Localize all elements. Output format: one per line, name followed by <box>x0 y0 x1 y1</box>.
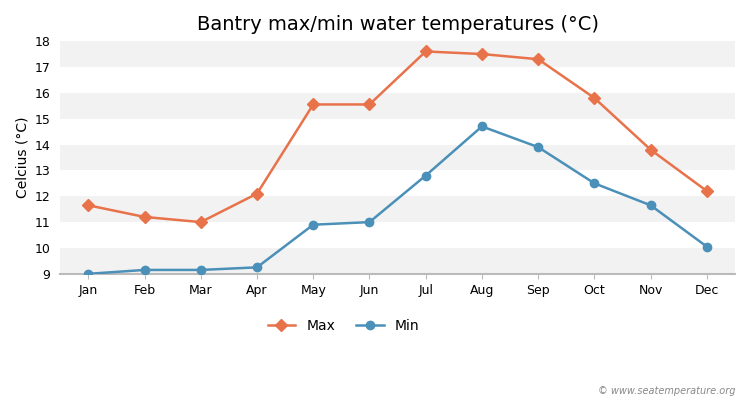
Max <box>646 147 656 152</box>
Min <box>140 268 149 272</box>
Text: © www.seatemperature.org: © www.seatemperature.org <box>598 386 735 396</box>
Min <box>84 272 93 276</box>
Max <box>196 220 206 224</box>
Bar <box>60 222 735 248</box>
Min <box>534 145 543 150</box>
Max <box>253 191 262 196</box>
Y-axis label: Celcius (°C): Celcius (°C) <box>15 117 29 198</box>
Min <box>590 181 599 186</box>
Bar <box>60 248 735 274</box>
Legend: Max, Min: Max, Min <box>262 313 425 338</box>
Max <box>140 214 149 219</box>
Bar <box>60 170 735 196</box>
Title: Bantry max/min water temperatures (°C): Bantry max/min water temperatures (°C) <box>196 15 598 34</box>
Bar <box>60 119 735 144</box>
Bar <box>60 67 735 93</box>
Min <box>309 222 318 227</box>
Max <box>703 189 712 194</box>
Min <box>646 203 656 208</box>
Min <box>196 268 206 272</box>
Line: Min: Min <box>84 122 711 278</box>
Bar <box>60 93 735 119</box>
Min <box>703 244 712 249</box>
Max <box>590 96 599 100</box>
Max <box>478 52 487 56</box>
Min <box>478 124 487 129</box>
Bar <box>60 144 735 170</box>
Max <box>365 102 374 107</box>
Bar <box>60 196 735 222</box>
Line: Max: Max <box>84 47 711 226</box>
Max <box>309 102 318 107</box>
Bar <box>60 41 735 67</box>
Max <box>534 57 543 62</box>
Min <box>365 220 374 224</box>
Max <box>422 49 430 54</box>
Min <box>253 265 262 270</box>
Min <box>422 173 430 178</box>
Max <box>84 203 93 208</box>
